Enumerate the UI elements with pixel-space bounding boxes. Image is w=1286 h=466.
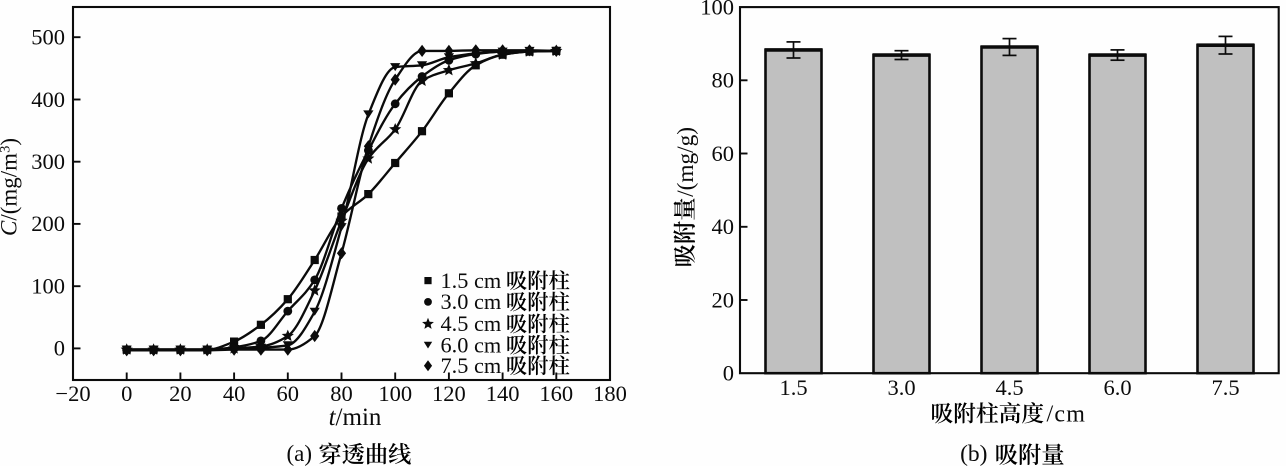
svg-text:100: 100	[31, 274, 65, 299]
svg-text:60: 60	[712, 141, 735, 166]
svg-text:500: 500	[31, 25, 65, 50]
svg-text:4.5: 4.5	[995, 375, 1023, 400]
svg-text:−20: −20	[55, 381, 90, 406]
svg-text:t/min: t/min	[329, 404, 382, 431]
svg-text:0: 0	[121, 381, 132, 406]
svg-text:60: 60	[277, 381, 300, 406]
svg-text:100: 100	[378, 381, 412, 406]
svg-text:6.0: 6.0	[1103, 375, 1131, 400]
svg-text:160: 160	[539, 381, 573, 406]
svg-text:140: 140	[486, 381, 520, 406]
svg-text:40: 40	[712, 214, 735, 239]
svg-text:1.5 cm: 1.5 cm	[441, 268, 502, 293]
svg-text:200: 200	[31, 211, 65, 236]
svg-text:1.5: 1.5	[779, 375, 807, 400]
svg-text:/cm: /cm	[1047, 402, 1087, 428]
svg-text:180: 180	[593, 381, 627, 406]
svg-text:400: 400	[31, 87, 65, 112]
svg-text:120: 120	[432, 381, 466, 406]
svg-text:(a): (a)	[286, 441, 312, 466]
svg-text:(b): (b)	[960, 441, 987, 466]
svg-text:80: 80	[330, 381, 353, 406]
svg-text:20: 20	[169, 381, 192, 406]
svg-text:20: 20	[712, 287, 735, 312]
svg-text:7.5: 7.5	[1211, 375, 1239, 400]
svg-text:4.5 cm: 4.5 cm	[441, 311, 502, 336]
svg-text:100: 100	[700, 0, 734, 19]
svg-text:0: 0	[54, 336, 65, 361]
svg-text:6.0 cm: 6.0 cm	[441, 332, 502, 357]
svg-text:80: 80	[712, 68, 735, 93]
svg-text:0: 0	[723, 361, 734, 386]
svg-text:3.0 cm: 3.0 cm	[441, 289, 502, 314]
svg-text:/(mg/g): /(mg/g)	[673, 127, 699, 197]
svg-text:300: 300	[31, 149, 65, 174]
svg-text:7.5 cm: 7.5 cm	[441, 353, 502, 378]
svg-text:40: 40	[223, 381, 246, 406]
svg-text:C/(mg/m3): C/(mg/m3)	[0, 138, 22, 236]
svg-text:3.0: 3.0	[887, 375, 915, 400]
